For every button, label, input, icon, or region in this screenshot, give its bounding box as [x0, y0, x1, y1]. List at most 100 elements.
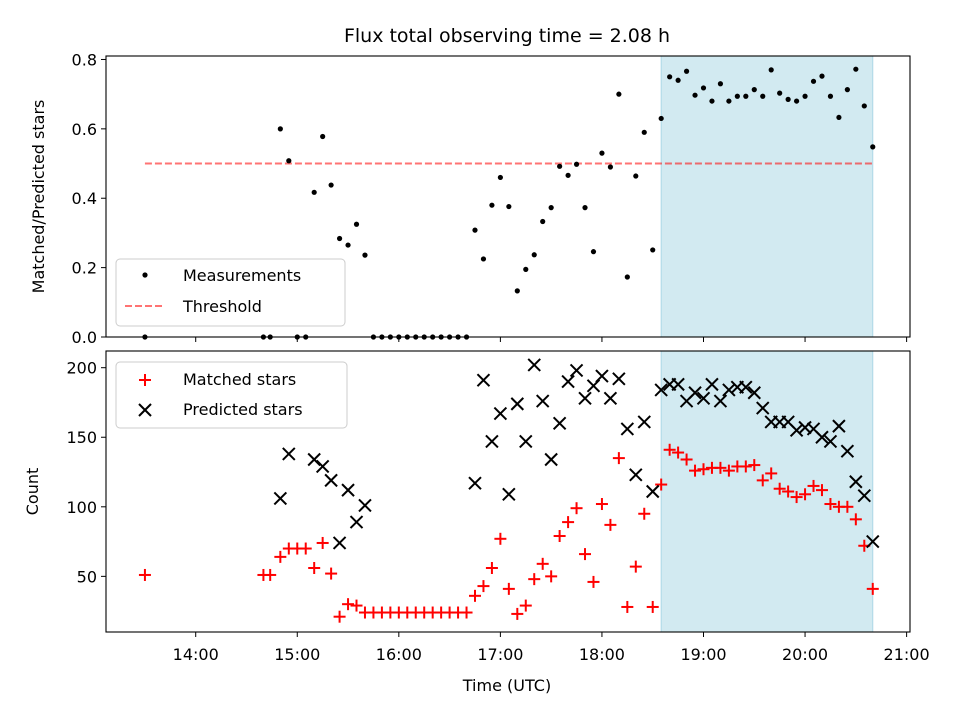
predicted-star-point — [561, 374, 575, 389]
y-tick-label: 0.4 — [72, 189, 97, 208]
matched-star-point — [460, 606, 473, 619]
top-y-ticks: 0.0 0.2 0.4 0.6 0.8 — [72, 50, 106, 347]
measurement-point — [692, 92, 698, 98]
predicted-star-point — [493, 406, 508, 421]
bottom-panel: 50 100 150 200 14:00 15:00 16:00 17:00 18:00 19:… — [23, 350, 930, 695]
measurement-point — [328, 182, 334, 188]
matched-star-point — [477, 580, 490, 593]
matched-star-point — [579, 548, 592, 561]
measurement-point — [760, 93, 766, 99]
measurement-point — [345, 242, 351, 248]
matched-star-point — [570, 502, 583, 515]
predicted-star-point — [527, 358, 541, 372]
measurement-point — [497, 174, 503, 181]
predicted-star-point — [722, 383, 736, 397]
measurement-point — [582, 205, 588, 211]
x-tick-label: 21:00 — [884, 645, 930, 664]
matched-star-point — [528, 573, 541, 586]
predicted-star-point — [358, 498, 372, 513]
predicted-star-point — [535, 394, 550, 408]
matched-star-point — [485, 562, 498, 575]
matched-star-point — [638, 507, 651, 520]
measurement-point — [861, 103, 867, 109]
measurement-point — [336, 235, 343, 242]
measurement-point — [540, 218, 546, 225]
predicted-star-point — [468, 476, 482, 490]
predicted-star-point — [315, 459, 330, 474]
predicted-star-point — [823, 434, 838, 449]
predicted-star-point — [485, 434, 499, 449]
matched-star-point — [824, 498, 837, 511]
legend-label-threshold: Threshold — [182, 297, 262, 316]
measurement-point — [480, 256, 487, 262]
measurement-point — [531, 252, 537, 258]
matched-star-point — [663, 443, 676, 456]
y-tick-label: 0.2 — [72, 259, 97, 278]
matched-star-point — [502, 582, 515, 595]
measurement-point — [548, 205, 554, 211]
matched-star-point — [739, 460, 752, 473]
y-tick-label: 200 — [66, 359, 97, 378]
top-y-axis-label: Matched/Predicted stars — [29, 100, 48, 294]
x-tick-label: 14:00 — [173, 645, 219, 664]
matched-star-point — [866, 582, 879, 595]
measurement-point — [802, 93, 808, 99]
predicted-star-point — [612, 372, 626, 386]
predicted-star-point — [866, 534, 880, 549]
bottom-legend-frame — [115, 361, 348, 429]
predicted-star-point — [688, 386, 702, 400]
measurement-point — [717, 81, 724, 87]
predicted-star-point — [789, 423, 804, 437]
measurement-point — [785, 96, 791, 102]
matched-star-point — [790, 491, 803, 504]
matched-star-point — [138, 568, 151, 581]
predicted-star-point — [832, 419, 846, 433]
predicted-star-point — [569, 363, 584, 378]
matched-star-point — [815, 484, 828, 497]
measurement-point — [743, 93, 749, 99]
measurement-point — [523, 266, 529, 272]
matched-star-point — [264, 568, 277, 581]
measurement-point — [590, 249, 597, 255]
y-tick-label: 0.8 — [72, 50, 97, 69]
measurement-point — [277, 126, 283, 132]
predicted-star-point — [595, 369, 609, 383]
measurement-point — [472, 227, 478, 233]
measurement-point — [353, 221, 360, 227]
predicted-star-point — [603, 391, 618, 406]
legend-label-predicted: Predicted stars — [183, 400, 303, 419]
predicted-star-point — [620, 422, 635, 436]
matched-star-point — [773, 482, 786, 495]
matched-star-point — [536, 557, 549, 570]
bottom-highlight-span — [660, 350, 874, 633]
matched-star-point — [308, 562, 321, 575]
x-axis-label: Time (UTC) — [462, 676, 551, 695]
predicted-star-point — [756, 401, 770, 415]
top-measurement-points — [142, 66, 876, 340]
measurement-point — [709, 98, 715, 104]
x-tick-label: 19:00 — [680, 645, 726, 664]
predicted-star-point — [273, 491, 288, 506]
measurement-point — [599, 150, 605, 156]
predicted-star-point — [747, 386, 761, 400]
predicted-star-point — [637, 415, 651, 429]
bottom-legend: Matched stars Predicted stars — [115, 361, 348, 429]
matched-star-point — [545, 570, 558, 583]
top-legend: Measurements Threshold — [115, 258, 346, 327]
legend-marker-matched — [139, 374, 151, 386]
predicted-star-point — [552, 416, 567, 431]
matched-star-point — [562, 516, 575, 529]
legend-label-matched: Matched stars — [183, 370, 296, 389]
bottom-y-axis-label: Count — [23, 468, 42, 516]
measurement-point — [514, 288, 520, 294]
top-x-ticks — [195, 337, 908, 342]
matched-star-point — [494, 532, 507, 545]
matched-star-point — [765, 467, 778, 480]
matched-star-point — [316, 536, 329, 549]
predicted-star-point — [324, 473, 338, 488]
predicted-star-point — [578, 391, 592, 406]
measurement-point — [641, 129, 647, 135]
y-tick-label: 150 — [66, 428, 97, 447]
chart-title: Flux total observing time = 2.08 h — [344, 25, 670, 47]
predicted-star-point — [349, 515, 364, 529]
